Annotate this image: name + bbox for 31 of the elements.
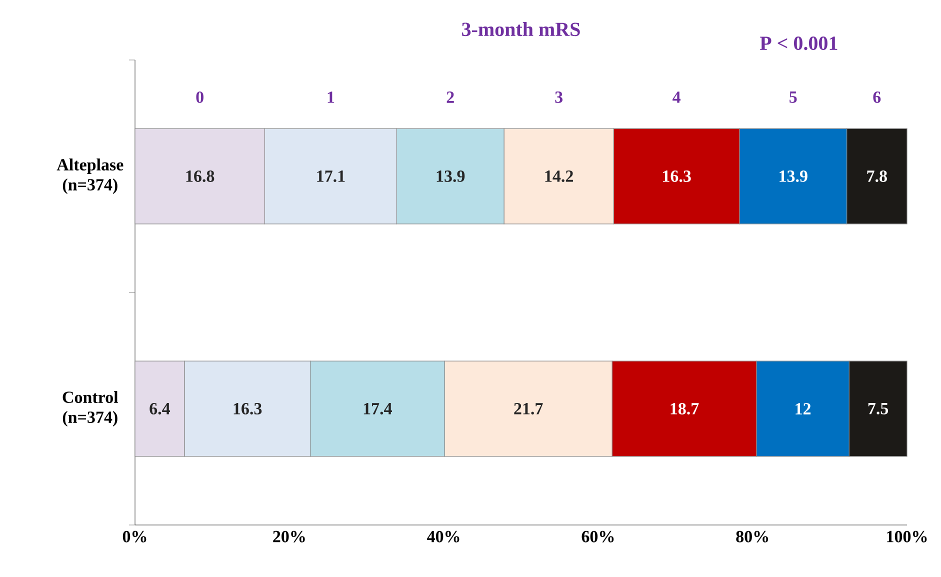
- data-label: 7.8: [867, 170, 887, 182]
- data-label: 13.9: [436, 170, 465, 182]
- x-tick-label: 100%: [887, 530, 927, 542]
- data-label: 17.1: [317, 170, 345, 182]
- series-label: 2: [446, 92, 454, 103]
- data-label: 21.7: [514, 402, 543, 414]
- x-tick-label: 20%: [273, 530, 305, 542]
- series-label: 6: [873, 91, 881, 103]
- x-tick-label: 40%: [427, 530, 460, 542]
- data-label: 6.4: [150, 402, 170, 414]
- series-label: 4: [672, 92, 680, 103]
- data-label: 16.3: [234, 402, 262, 414]
- x-tick-label: 80%: [736, 530, 768, 542]
- data-label: 13.9: [780, 170, 808, 182]
- text: P < 0.001: [760, 36, 838, 50]
- series-label: 5: [790, 92, 797, 103]
- y-tick-label: Control (n=374): [62, 391, 118, 426]
- series-label: 3: [555, 91, 563, 103]
- y-tick-label: Alteplase (n=374): [56, 158, 124, 194]
- data-label: 16.8: [186, 170, 214, 182]
- series-label: 1: [328, 92, 334, 103]
- data-label: 7.5: [868, 403, 888, 414]
- data-label: 17.4: [364, 402, 392, 414]
- x-tick-label: 60%: [582, 530, 614, 542]
- x-tick-label: 0%: [122, 530, 146, 542]
- data-label: 16.3: [663, 170, 691, 182]
- chart-title: 3-month mRS: [462, 22, 580, 36]
- data-label: 12: [796, 403, 811, 414]
- series-label: 0: [196, 91, 204, 103]
- data-label: 14.2: [545, 170, 573, 182]
- data-label: 18.7: [670, 402, 699, 415]
